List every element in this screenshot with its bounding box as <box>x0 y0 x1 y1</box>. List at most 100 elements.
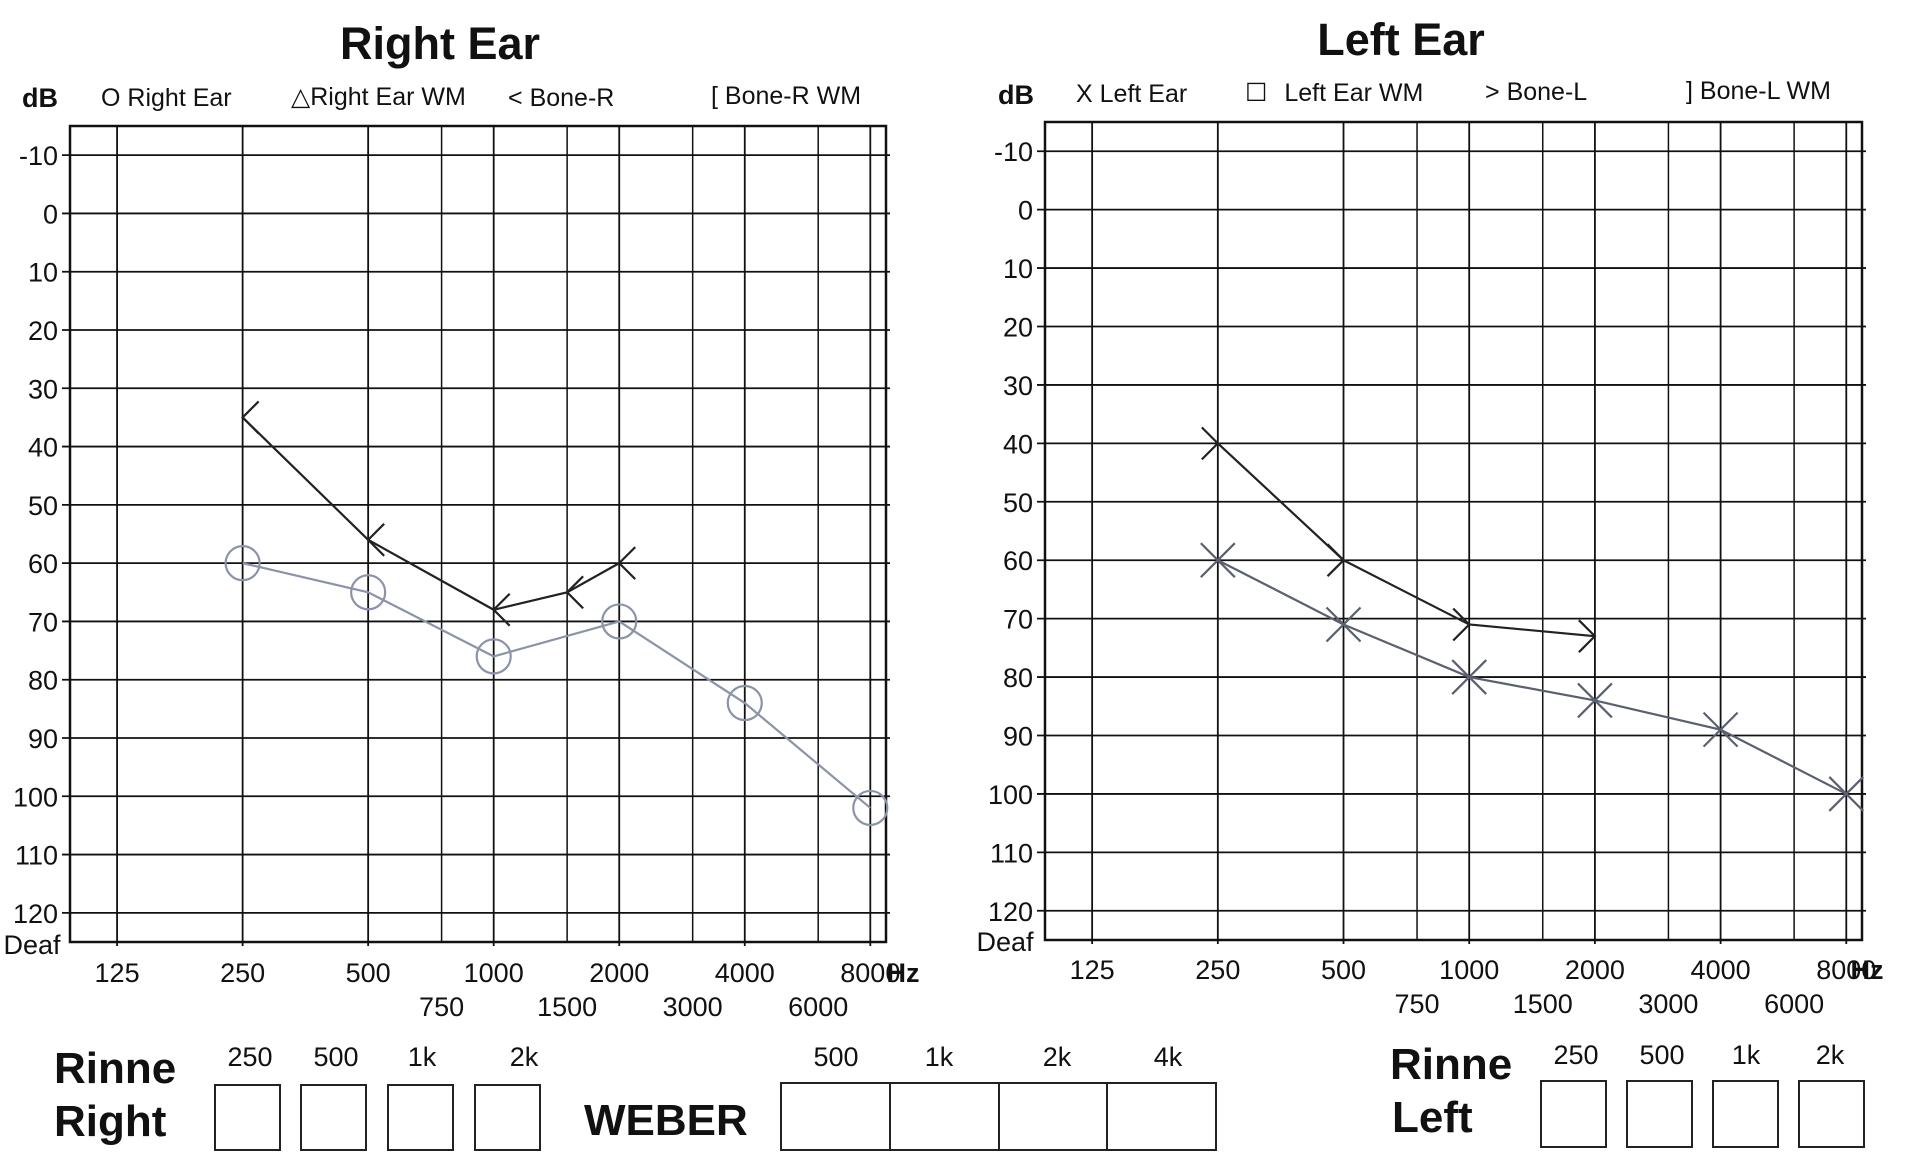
weber-box-4k[interactable] <box>1108 1084 1215 1149</box>
y-tick-label: 70 <box>1003 605 1033 635</box>
bracket-symbol-icon: [ <box>711 82 718 110</box>
rinne-left-box-500[interactable] <box>1626 1080 1693 1148</box>
rinne-right-box-500[interactable] <box>300 1084 367 1151</box>
series-line <box>1217 442 1596 638</box>
less-than-marker <box>492 592 511 627</box>
x-minor-tick-label: 6000 <box>1764 989 1824 1019</box>
greater-than-marker <box>1452 607 1471 642</box>
legend-right-ear-wm: △Right Ear WM <box>291 82 466 112</box>
y-tick-label: -10 <box>19 141 58 171</box>
rinne-right-box-1k[interactable] <box>387 1084 454 1151</box>
x-marker <box>1200 542 1236 578</box>
rinne-left-box-250[interactable] <box>1540 1080 1607 1148</box>
circle-marker <box>852 789 889 827</box>
y-tick-label: 40 <box>28 433 58 463</box>
rinne-left-box-1k[interactable] <box>1712 1080 1779 1148</box>
right-db-label: dB <box>22 83 58 113</box>
x-minor-tick-label: 3000 <box>1638 989 1698 1019</box>
x-marker <box>1451 659 1487 695</box>
x-tick-label: 1000 <box>1439 955 1499 985</box>
x-tick-label: 500 <box>1321 955 1366 985</box>
chart-frame <box>68 124 888 944</box>
x-tick-label: 125 <box>1070 955 1115 985</box>
legend-label: Right Ear WM <box>310 83 466 111</box>
circle-marker <box>350 574 387 611</box>
x-minor-tick-label: 1500 <box>1513 989 1573 1019</box>
x-symbol-icon: X <box>1076 80 1093 108</box>
rinne-left-freq-250: 250 <box>1553 1040 1599 1070</box>
greater-than-marker <box>1326 543 1346 577</box>
circle-marker <box>601 603 638 640</box>
less-than-symbol-icon: < <box>508 84 523 112</box>
legend-left-ear-wm: ☐ Left Ear WM <box>1245 78 1423 108</box>
deaf-label: Deaf <box>3 930 61 960</box>
y-tick-label: 60 <box>1003 546 1033 576</box>
rinne-right-freq-2k: 2k <box>509 1042 539 1072</box>
x-marker <box>1577 682 1613 719</box>
greater-than-symbol-icon: > <box>1485 78 1500 106</box>
weber-boxes <box>780 1082 1217 1151</box>
x-tick-label: 250 <box>1195 955 1240 985</box>
rinne-right-box-250[interactable] <box>214 1084 281 1151</box>
rinne-left-freq-2k: 2k <box>1815 1040 1845 1070</box>
weber-freq-1k: 1k <box>924 1042 954 1072</box>
x-tick-label: 1000 <box>464 958 524 988</box>
weber-freq-2k: 2k <box>1042 1042 1072 1072</box>
rinne-right-box-2k[interactable] <box>474 1084 541 1151</box>
y-tick-label: 70 <box>28 607 58 637</box>
greater-than-marker <box>1201 426 1220 461</box>
rinne-right-title: Rinne Right <box>54 1042 176 1148</box>
left-db-label: dB <box>998 80 1034 110</box>
circle-marker <box>224 545 261 582</box>
x-tick-label: 2000 <box>1565 955 1625 985</box>
y-tick-label: 10 <box>28 258 58 288</box>
x-tick-label: 8000 <box>840 958 900 988</box>
y-tick-label: 100 <box>988 780 1033 810</box>
legend-label: Bone-L <box>1506 78 1588 106</box>
x-minor-tick-label: 6000 <box>788 992 848 1022</box>
legend-label: Left Ear WM <box>1284 79 1424 107</box>
square-symbol-icon: ☐ <box>1245 79 1268 107</box>
y-tick-label: -10 <box>994 137 1033 167</box>
weber-box-500[interactable] <box>782 1084 891 1149</box>
legend-label: Left Ear <box>1099 80 1188 108</box>
x-unit-label: Hz <box>1851 955 1884 985</box>
rinne-left-line1: Rinne <box>1390 1040 1513 1089</box>
legend-bone-l: > Bone-L <box>1485 78 1587 107</box>
x-tick-label: 500 <box>346 958 391 988</box>
y-tick-label: 0 <box>1018 196 1033 226</box>
series-line <box>242 562 872 809</box>
x-tick-label: 250 <box>220 958 265 988</box>
less-than-marker <box>617 546 637 580</box>
y-tick-label: 30 <box>28 374 58 404</box>
y-tick-label: 80 <box>1003 663 1033 693</box>
circle-marker <box>726 684 763 722</box>
y-tick-label: 0 <box>43 199 58 229</box>
y-tick-label: 120 <box>13 899 58 929</box>
weber-freq-500: 500 <box>813 1042 859 1072</box>
rinne-left-freq-1k: 1k <box>1731 1040 1761 1070</box>
legend-bone-r: < Bone-R <box>508 84 614 113</box>
y-tick-label: 10 <box>1003 254 1033 284</box>
y-tick-label: 100 <box>13 782 58 812</box>
y-tick-label: 120 <box>988 897 1033 927</box>
legend-label: Bone-L WM <box>1699 77 1831 105</box>
rinne-right-freq-250: 250 <box>227 1042 273 1072</box>
bracket-symbol-icon: ] <box>1686 77 1693 105</box>
x-marker <box>1325 606 1362 643</box>
x-tick-label: 4000 <box>715 958 775 988</box>
greater-than-marker <box>1578 619 1597 653</box>
rinne-right-freq-1k: 1k <box>407 1042 437 1072</box>
weber-box-1k[interactable] <box>891 1084 1000 1149</box>
x-minor-tick-label: 750 <box>419 992 464 1022</box>
rinne-right-line1: Rinne <box>54 1044 177 1093</box>
rinne-left-box-2k[interactable] <box>1798 1080 1865 1148</box>
y-tick-label: 60 <box>28 549 58 579</box>
y-tick-label: 30 <box>1003 371 1033 401</box>
x-unit-label: Hz <box>887 958 920 988</box>
weber-freq-4k: 4k <box>1153 1042 1183 1072</box>
legend-bone-r-wm: [ Bone-R WM <box>711 82 861 111</box>
weber-box-2k[interactable] <box>1000 1084 1109 1149</box>
x-minor-tick-label: 3000 <box>663 992 723 1022</box>
